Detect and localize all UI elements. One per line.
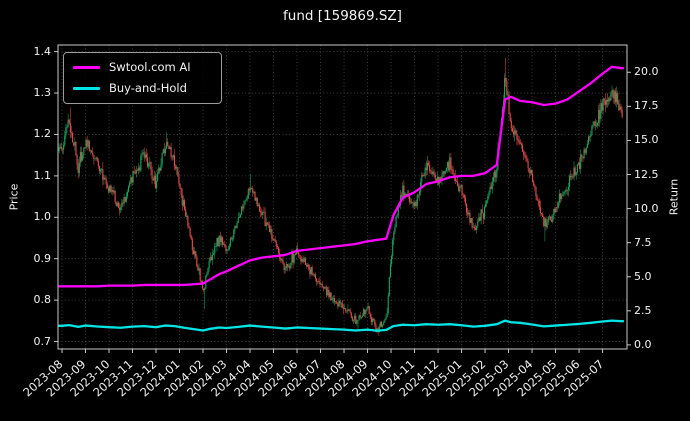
price-tick-label: 1.1 [33, 168, 52, 182]
legend-line-swatch [73, 86, 100, 90]
return-tick-label: 0.0 [634, 337, 652, 351]
legend-line-swatch [73, 65, 100, 69]
return-tick-label: 12.5 [634, 167, 659, 181]
price-tick-label: 0.8 [33, 293, 52, 307]
price-tick-label: 0.7 [33, 334, 52, 348]
price-tick-label: 1.4 [33, 44, 52, 58]
price-axis-label: Price [7, 183, 21, 211]
legend-item: Buy-and-Hold [73, 81, 211, 95]
return-tick-label: 15.0 [634, 133, 659, 147]
legend-label: Swtool.com AI [109, 60, 191, 74]
legend-label: Buy-and-Hold [109, 81, 187, 95]
return-tick-label: 20.0 [634, 65, 659, 79]
price-tick-label: 0.9 [33, 251, 52, 265]
return-tick-label: 7.5 [634, 235, 652, 249]
return-axis-label: Return [667, 178, 681, 216]
price-tick-label: 1.3 [33, 86, 52, 100]
return-tick-label: 2.5 [634, 303, 652, 317]
legend-item: Swtool.com AI [73, 60, 211, 74]
return-tick-label: 5.0 [634, 269, 652, 283]
price-tick-label: 1.0 [33, 210, 52, 224]
return-tick-label: 17.5 [634, 99, 659, 113]
legend: Swtool.com AI Buy-and-Hold [63, 52, 222, 104]
chart-title: fund [159869.SZ] [283, 8, 402, 24]
price-tick-label: 1.2 [33, 127, 52, 141]
return-tick-label: 10.0 [634, 201, 659, 215]
